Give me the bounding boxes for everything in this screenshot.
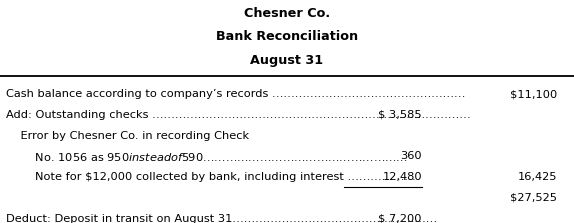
Text: Bank Reconciliation: Bank Reconciliation: [216, 30, 358, 43]
Text: 12,480: 12,480: [382, 172, 422, 182]
Text: Add: Outstanding checks …………………………………………………………………………: Add: Outstanding checks ……………………………………………: [6, 110, 470, 120]
Text: No. 1056 as $950 instead of $590………………………………………………: No. 1056 as $950 instead of $590………………………: [6, 151, 408, 163]
Text: $27,525: $27,525: [510, 193, 557, 203]
Text: Note for $12,000 collected by bank, including interest ………………: Note for $12,000 collected by bank, incl…: [6, 172, 416, 182]
Text: $11,100: $11,100: [510, 89, 557, 99]
Text: Chesner Co.: Chesner Co.: [244, 7, 330, 20]
Text: $ 7,200: $ 7,200: [378, 214, 422, 223]
Text: 360: 360: [400, 151, 422, 161]
Text: Error by Chesner Co. in recording Check: Error by Chesner Co. in recording Check: [6, 131, 249, 141]
Text: Cash balance according to company’s records ……………………………………………: Cash balance according to company’s reco…: [6, 89, 465, 99]
Text: Deduct: Deposit in transit on August 31………………………………………………: Deduct: Deposit in transit on August 31……: [6, 214, 437, 223]
Text: $ 3,585: $ 3,585: [378, 110, 422, 120]
Text: August 31: August 31: [250, 54, 324, 66]
Text: 16,425: 16,425: [517, 172, 557, 182]
